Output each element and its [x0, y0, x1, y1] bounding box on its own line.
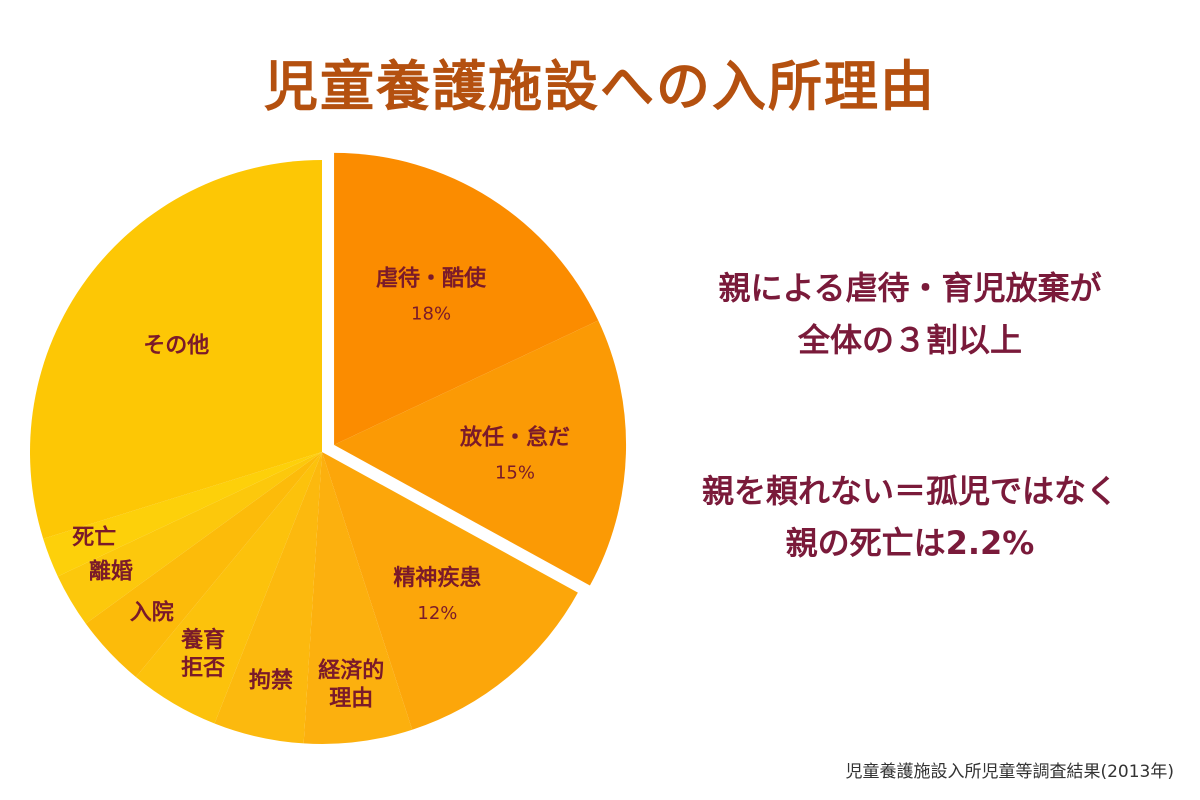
slice-label: その他: [143, 333, 209, 358]
slice-label: 理由: [329, 686, 373, 711]
annotation-line: 親の死亡は2.2%: [785, 524, 1035, 562]
slice-percent-label: 12%: [417, 603, 457, 624]
slices: [29, 152, 627, 744]
source-caption: 児童養護施設入所児童等調査結果(2013年): [845, 762, 1174, 782]
slice-percent-label: 18%: [411, 304, 451, 325]
pie-slice: [43, 452, 322, 577]
pie-slice: [334, 320, 627, 586]
pie-slice: [322, 452, 578, 730]
slice-label: 離婚: [89, 559, 133, 585]
chart-title: 児童養護施設への入所理由: [264, 55, 936, 118]
pie-slice: [57, 452, 323, 624]
annotation-abuse-summary: 親による虐待・育児放棄が 全体の３割以上: [640, 262, 1180, 366]
slice-label: 放任・怠だ: [459, 424, 570, 450]
pie-slice: [135, 452, 322, 724]
pie-slice: [85, 452, 323, 677]
annotation-line: 全体の３割以上: [797, 321, 1022, 359]
slice-label: 拘禁: [249, 668, 293, 694]
pie-slice: [29, 160, 322, 539]
slice-label: 経済的: [318, 657, 384, 683]
slice-label: 入院: [130, 600, 174, 626]
annotation-line: 親による虐待・育児放棄が: [718, 269, 1102, 307]
slice-label: 拒否: [181, 656, 225, 681]
pie-slice: [303, 452, 413, 744]
slice-label: 精神疾患: [393, 565, 481, 591]
slice-percent-label: 15%: [495, 462, 535, 483]
slice-label: 養育: [181, 627, 225, 653]
annotation-orphan-summary: 親を頼れない＝孤児ではなく 親の死亡は2.2%: [640, 465, 1180, 569]
slice-label: 死亡: [72, 524, 116, 550]
annotation-line: 親を頼れない＝孤児ではなく: [701, 472, 1118, 510]
pie-slice: [214, 452, 322, 744]
slice-label: 虐待・酷使: [376, 266, 487, 292]
pie-slice: [334, 152, 599, 445]
